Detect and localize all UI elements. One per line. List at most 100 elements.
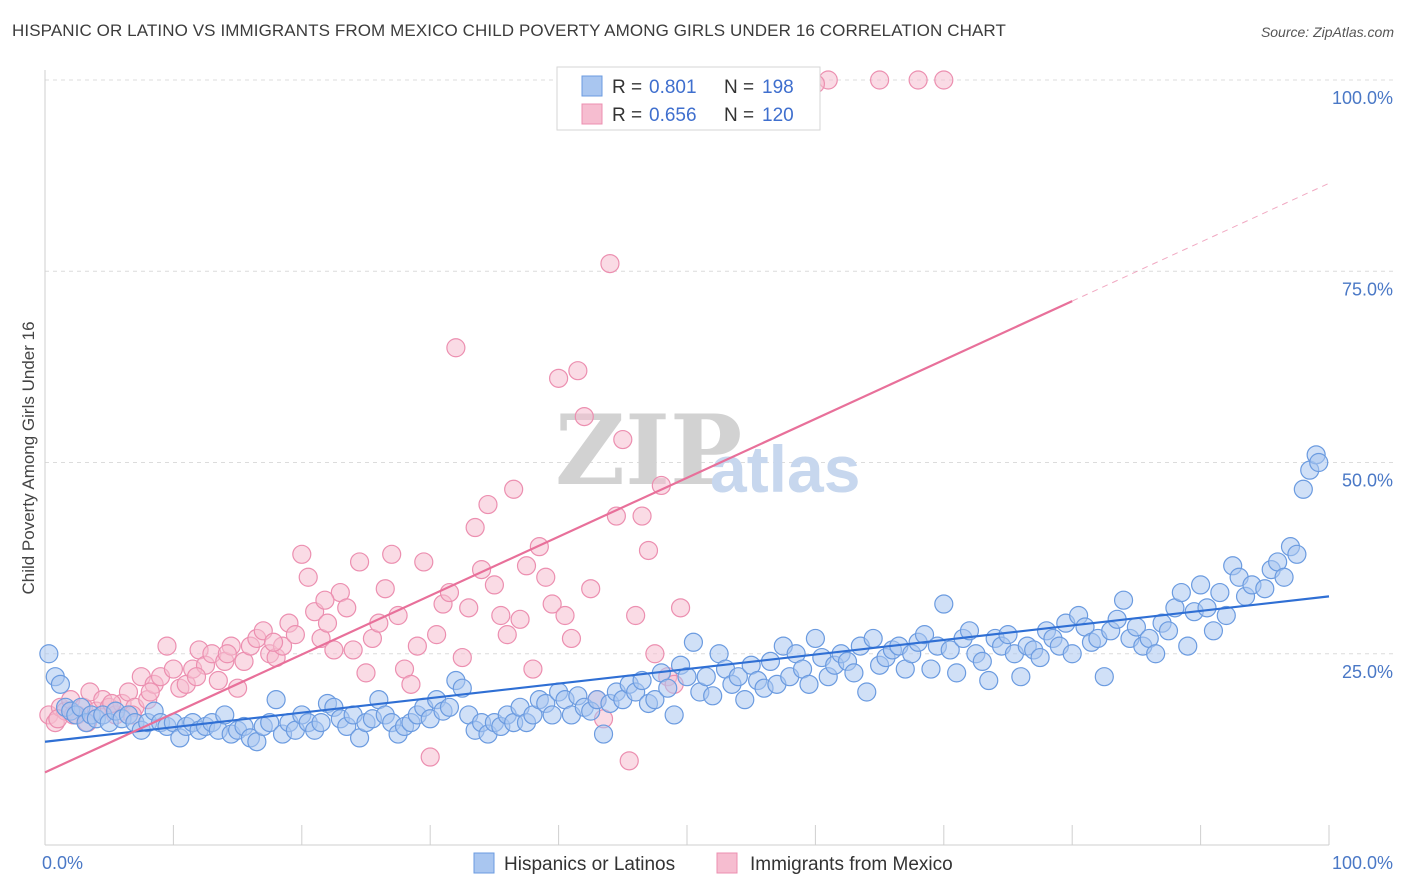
blue-point-109 [728, 667, 748, 687]
pink-point-60 [420, 747, 440, 767]
pink-point-115 [140, 682, 160, 702]
pink-point-119 [315, 590, 335, 610]
blue-point-190 [1255, 579, 1275, 599]
pink-point-85 [581, 579, 601, 599]
blue-point-193 [1274, 567, 1294, 587]
legend-n-label-2: N = [724, 105, 754, 126]
pink-point-76 [523, 659, 543, 679]
pink-point-53 [375, 579, 395, 599]
series-legend: Hispanics or Latinos Immigrants from Mex… [473, 852, 953, 875]
trend-lines [44, 182, 1330, 774]
bottom-legend-label-1: Hispanics or Latinos [504, 854, 675, 875]
blue-point-110 [735, 690, 755, 710]
pink-point-57 [401, 674, 421, 694]
blue-point-184 [1210, 582, 1230, 603]
pink-point-41 [298, 567, 318, 587]
blue-point-176 [1158, 621, 1179, 641]
blue-point-37 [266, 690, 286, 710]
pink-point-58 [407, 636, 427, 656]
legend-n-value-1: 198 [762, 77, 794, 98]
blue-point-129 [857, 682, 877, 702]
legend-r-value-2: 0.656 [649, 105, 697, 126]
chart-title: HISPANIC OR LATINO VS IMMIGRANTS FROM ME… [12, 21, 1006, 40]
blue-point-105 [703, 686, 723, 706]
blue-point-139 [921, 659, 941, 679]
blue-point-174 [1146, 644, 1166, 664]
blue-point-99 [664, 705, 684, 725]
blue-point-101 [677, 667, 697, 687]
pink-point-72 [497, 625, 517, 645]
blue-point-142 [940, 640, 960, 660]
y-tick-label-1: 50.0% [1342, 471, 1393, 491]
pink-point-79 [542, 594, 562, 614]
blue-point-145 [959, 621, 980, 641]
legend-swatch-blue [581, 75, 603, 97]
pink-point-82 [561, 628, 582, 649]
blue-point-166 [1094, 667, 1114, 687]
blue-point-120 [799, 674, 819, 694]
pink-point-88 [600, 254, 620, 274]
blue-point-88 [593, 724, 614, 744]
legend-r-value-1: 0.801 [649, 77, 697, 98]
pink-point-99 [670, 598, 691, 618]
blue-point-161 [1062, 644, 1082, 664]
pink-point-73 [504, 479, 524, 499]
blue-point-44 [311, 712, 331, 733]
pink-point-27 [208, 670, 228, 691]
pink-point-47 [337, 598, 357, 618]
blue-point-36 [260, 712, 280, 733]
blue-point-169 [1113, 590, 1134, 610]
blue-point-102 [683, 632, 704, 652]
blue-point-182 [1197, 598, 1217, 618]
pink-point-78 [536, 567, 556, 587]
pink-point-40 [292, 544, 312, 564]
pink-point-93 [632, 506, 652, 526]
pink-point-105 [869, 70, 890, 90]
trend-line-blue [44, 595, 1330, 743]
chart-source: Source: ZipAtlas.com [1260, 24, 1394, 40]
legend-r-label-2: R = [612, 105, 642, 126]
pink-point-117 [217, 644, 237, 664]
blue-point-141 [934, 594, 954, 614]
pink-point-20 [163, 659, 183, 679]
pink-point-67 [465, 517, 485, 538]
blue-point-138 [914, 625, 935, 645]
pink-point-39 [285, 625, 305, 645]
blue-point-153 [1011, 667, 1031, 687]
bottom-legend-swatch-pink [716, 852, 738, 874]
blue-point-179 [1178, 636, 1198, 656]
blue-point-148 [979, 670, 999, 691]
watermark: ZIP atlas [555, 394, 860, 507]
stats-legend: R = 0.801 N = 198 R = 0.656 N = 120 [556, 66, 821, 131]
bottom-legend-swatch-blue [473, 852, 495, 874]
pink-point-81 [555, 605, 575, 626]
grid-lines [45, 79, 1394, 655]
pink-point-75 [516, 556, 537, 576]
pink-point-94 [638, 540, 659, 561]
pink-point-92 [626, 605, 646, 626]
pink-point-54 [382, 544, 402, 564]
blue-point-178 [1171, 582, 1191, 603]
x-tick-labels: 0.0% 100.0% [42, 853, 1393, 873]
x-tick-label-1: 100.0% [1332, 853, 1393, 873]
legend-r-label-1: R = [612, 77, 642, 98]
blue-point-147 [972, 651, 992, 672]
pink-point-65 [452, 647, 472, 668]
pink-point-69 [478, 494, 498, 515]
blue-point-66 [452, 678, 472, 698]
y-tick-label-3: 100.0% [1332, 88, 1393, 108]
pink-point-118 [263, 632, 284, 652]
blue-point-127 [844, 663, 864, 683]
blue-point-96 [645, 690, 665, 710]
y-tick-label-2: 75.0% [1342, 279, 1393, 299]
blue-point-121 [805, 628, 826, 649]
pink-point-61 [427, 625, 447, 645]
blue-point-156 [1030, 647, 1050, 668]
blue-point-130 [863, 628, 883, 649]
blue-point-181 [1190, 575, 1211, 595]
pink-point-59 [414, 552, 434, 572]
pink-point-49 [349, 552, 370, 572]
pink-point-70 [484, 575, 504, 595]
pink-point-44 [317, 613, 338, 633]
pink-point-91 [619, 751, 639, 771]
